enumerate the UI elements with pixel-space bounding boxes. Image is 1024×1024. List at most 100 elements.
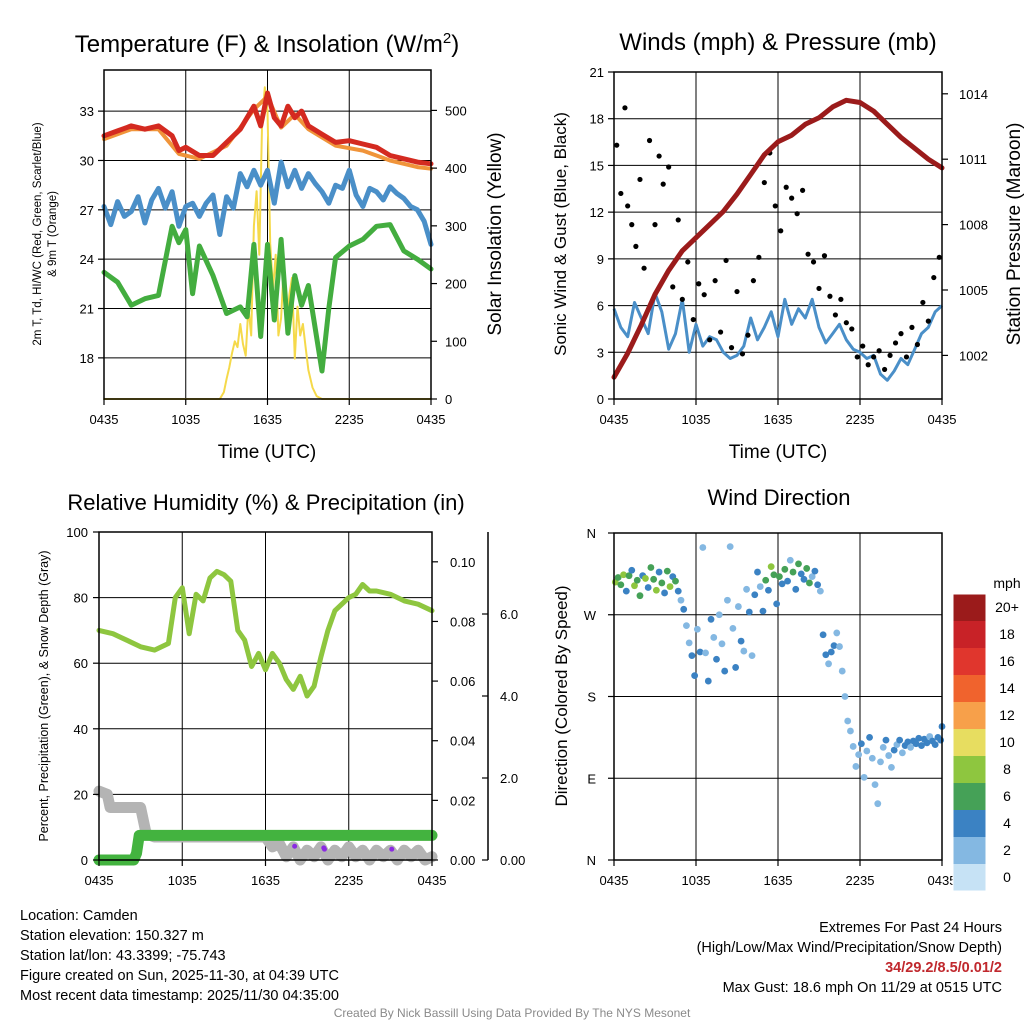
pressure-y-tick-label: 1005 <box>959 283 988 298</box>
wind-x-tick-label: 0435 <box>600 412 629 427</box>
gust-point <box>614 142 620 148</box>
direction-point <box>800 575 808 583</box>
humidity-y-tick-label: 40 <box>74 722 88 737</box>
legend-swatch <box>953 702 986 729</box>
snow-y-tick-label: 2.0 <box>500 771 518 786</box>
direction-point <box>827 648 835 656</box>
direction-point <box>636 592 644 600</box>
temperature-y-tick-label: 21 <box>80 302 94 317</box>
temperature-y-tick-label: 33 <box>80 104 94 119</box>
speed-legend-title: mph <box>993 575 1020 591</box>
direction-point <box>672 577 679 585</box>
station-latlon: Station lat/lon: 43.3399; -75.743 <box>20 948 226 964</box>
direction-point <box>847 727 854 735</box>
direction-point <box>633 576 641 584</box>
direction-point <box>890 746 898 754</box>
insolation-y-tick-label: 400 <box>445 161 467 176</box>
wind-x-tick-label: 0435 <box>928 412 957 427</box>
direction-point <box>789 568 797 576</box>
direction-x-tick-label: 1635 <box>764 873 793 888</box>
gust-point <box>629 222 635 228</box>
direction-point <box>898 749 906 757</box>
direction-point <box>724 596 731 604</box>
direction-point <box>879 743 887 751</box>
direction-point <box>661 589 668 597</box>
direction-point <box>852 763 860 770</box>
direction-point <box>937 736 945 744</box>
gust-point <box>865 362 871 368</box>
wind-y-tick-label: 9 <box>597 252 604 267</box>
direction-point <box>871 781 879 789</box>
direction-point <box>631 582 638 590</box>
direction-point <box>743 585 750 593</box>
gust-point <box>666 164 672 170</box>
gust-point <box>652 222 658 228</box>
direction-point <box>628 566 636 574</box>
temperature-x-tick-label: 0435 <box>90 412 119 427</box>
temperature-x-tick-label: 2235 <box>335 412 364 427</box>
direction-point <box>647 564 655 571</box>
direction-point <box>836 643 843 650</box>
purple-marker <box>389 846 395 852</box>
direction-point <box>882 736 890 744</box>
direction-x-tick-label: 1035 <box>682 873 711 888</box>
direction-point <box>707 615 715 623</box>
humidity-y-tick-label: 100 <box>66 525 88 540</box>
gust-point <box>685 259 691 265</box>
gust-point <box>925 318 931 324</box>
speed-legend: 20+ 18 16 14 12 10 8 6 4 2 0 <box>952 593 1019 892</box>
purple-marker <box>321 846 327 852</box>
direction-point <box>841 693 849 700</box>
wind-y-label: Sonic Wind & Gust (Blue, Black) <box>551 112 570 356</box>
wind-axes: 0 3 6 9 12 15 18 21 1002 1005 1008 1011 1014 0435 1035… <box>590 65 988 427</box>
temperature-2m-line <box>101 90 434 167</box>
direction-point <box>674 587 682 595</box>
direction-axes: N E S W N 0435 1035 1635 2235 0435 <box>584 526 957 888</box>
humidity-x-tick-label: 1035 <box>168 873 197 888</box>
direction-point <box>683 622 690 630</box>
direction-point <box>775 573 783 580</box>
precip-y-tick-label: 0.06 <box>450 674 475 689</box>
direction-x-tick-label: 0435 <box>600 873 629 888</box>
direction-point <box>888 763 895 771</box>
gust-point <box>810 259 817 265</box>
direction-panel: Wind Direction N E S W N 0435 1035 1635 2235 0435… <box>552 485 1021 892</box>
direction-point <box>765 586 772 594</box>
wind-x-tick-label: 1635 <box>764 412 793 427</box>
wind-y-tick-label: 21 <box>590 65 604 80</box>
gust-point <box>800 187 806 193</box>
station-elevation: Station elevation: 150.327 m <box>20 928 204 944</box>
precip-y-tick-label: 0.02 <box>450 793 475 808</box>
legend-label: 2 <box>1003 842 1011 858</box>
gust-point <box>734 288 740 295</box>
direction-point <box>677 596 685 604</box>
pressure-y-label: Station Pressure (Maroon) <box>1004 123 1024 346</box>
direction-point <box>773 600 781 608</box>
direction-point <box>857 740 865 748</box>
direction-point <box>617 581 625 589</box>
wind-y-tick-label: 6 <box>597 299 604 314</box>
gust-point <box>892 340 899 346</box>
direction-point <box>825 660 832 668</box>
pressure-y-tick-label: 1011 <box>959 152 987 167</box>
gust-point <box>679 296 685 302</box>
direction-point <box>806 579 813 587</box>
insolation-y-tick-label: 500 <box>445 103 467 118</box>
direction-point <box>704 677 712 685</box>
legend-label: 16 <box>999 653 1015 669</box>
legend-label: 6 <box>1003 788 1011 804</box>
direction-point <box>685 639 693 647</box>
legend-label: 4 <box>1003 815 1011 831</box>
direction-y-tick-label: E <box>587 771 596 786</box>
wind-x-tick-label: 1035 <box>682 412 711 427</box>
temperature-y-tick-label: 24 <box>80 252 94 267</box>
gust-point <box>794 211 800 217</box>
direction-point <box>759 607 767 615</box>
insolation-y-tick-label: 300 <box>445 219 467 234</box>
direction-point <box>792 585 800 593</box>
temperature-y-label-line2: & 9m T (Orange) <box>47 191 59 277</box>
temperature-x-tick-label: 1635 <box>253 412 282 427</box>
station-info: Location: Camden Station elevation: 150.… <box>20 906 339 1006</box>
legend-swatch <box>953 783 986 810</box>
